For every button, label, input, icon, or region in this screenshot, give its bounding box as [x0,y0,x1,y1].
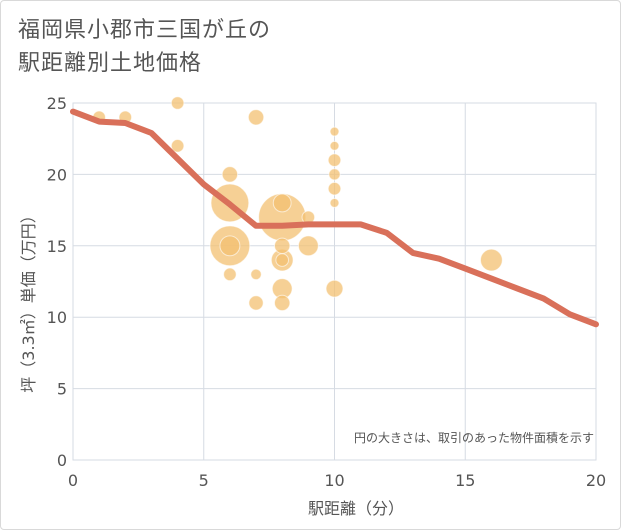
data-bubble [328,168,341,181]
y-tick-label: 5 [57,380,67,399]
y-tick-label: 0 [57,451,67,470]
x-tick-labels: 0 5 10 15 20 [68,471,606,490]
data-bubble [297,235,319,257]
x-axis-label: 駅距離（分） [308,499,404,518]
trend-line [70,108,599,328]
data-bubble [325,279,344,298]
x-tick-label: 15 [455,471,475,490]
data-bubble [275,253,290,267]
chart-title: 福岡県小郡市三国が丘の 駅距離別土地価格 [18,18,272,76]
grid [72,102,597,461]
data-bubble [221,166,239,183]
data-bubble [219,235,241,257]
data-bubble [223,267,237,282]
data-bubble [329,126,340,137]
x-tick-label: 10 [324,471,344,490]
data-bubble [329,140,340,151]
data-bubble [170,96,185,110]
data-bubble [327,181,342,196]
y-tick-label: 25 [47,94,67,113]
data-bubble [250,268,262,281]
data-bubble [327,153,342,167]
y-tick-labels: 0 5 10 15 20 25 [47,94,67,470]
data-bubble [479,248,503,272]
data-bubble [248,295,264,311]
bubble-series [92,96,503,312]
data-bubble [273,294,291,312]
y-tick-label: 20 [47,165,67,184]
x-tick-label: 20 [586,471,606,490]
data-bubble [329,198,340,208]
size-note: 円の大きさは、取引のあった物件面積を示す [354,430,594,445]
y-tick-label: 10 [47,308,67,327]
y-axis-label: 坪（3.3㎡）単価（万円） [19,207,38,392]
y-tick-label: 15 [47,237,67,256]
data-bubble [170,139,185,153]
x-tick-label: 0 [68,471,78,490]
data-bubble [247,109,265,126]
x-tick-label: 5 [199,471,209,490]
data-bubble [272,193,292,213]
data-bubble [273,237,291,255]
